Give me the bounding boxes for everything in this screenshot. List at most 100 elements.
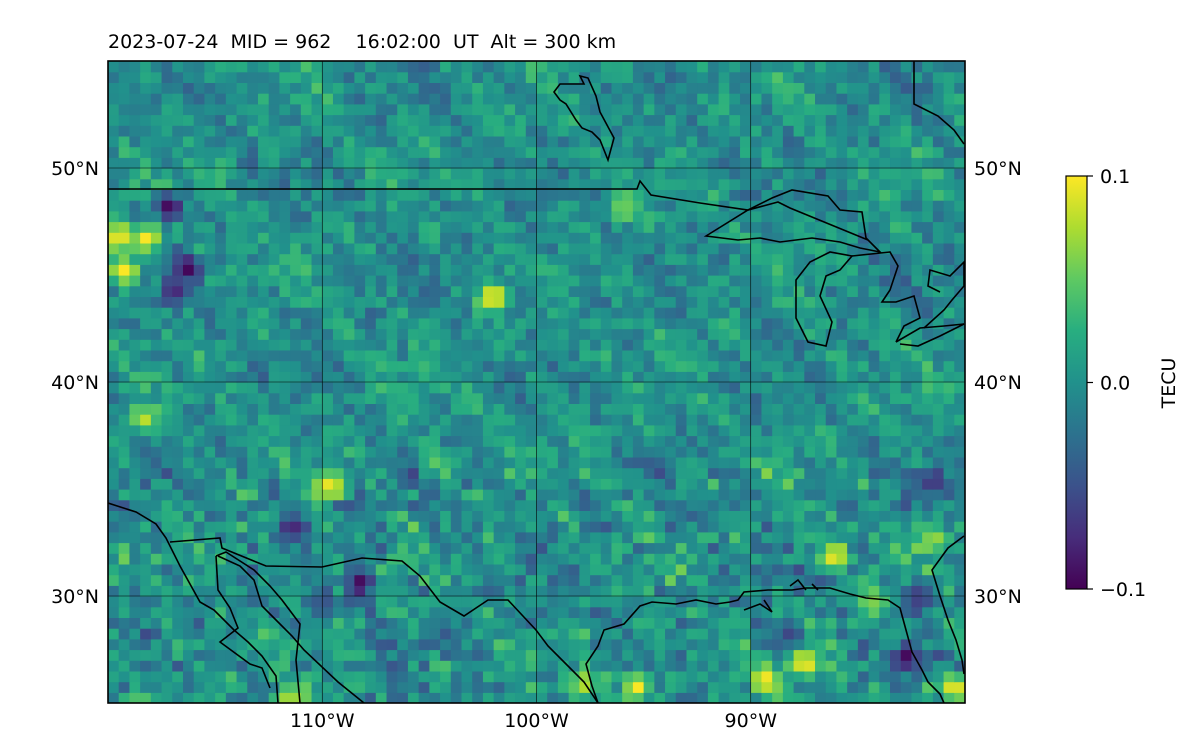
tec-cell xyxy=(665,328,677,340)
tec-cell xyxy=(354,135,366,148)
tec-cell xyxy=(632,93,645,105)
tec-cell xyxy=(365,489,377,501)
tec-cell xyxy=(375,371,388,383)
tec-cell xyxy=(750,328,763,340)
tec-cell xyxy=(225,264,238,276)
tec-cell xyxy=(697,574,709,586)
tec-cell xyxy=(118,232,131,244)
tec-cell xyxy=(536,296,548,308)
tec-cell xyxy=(857,296,870,308)
tec-cell xyxy=(932,553,945,565)
tec-cell xyxy=(365,135,377,148)
tec-cell xyxy=(472,574,484,586)
tec-cell xyxy=(225,435,238,447)
tec-cell xyxy=(900,275,913,287)
tec-cell xyxy=(365,168,377,180)
tec-cell xyxy=(825,638,838,651)
tec-cell xyxy=(450,146,463,158)
tec-cell xyxy=(343,168,355,180)
tec-cell xyxy=(879,414,891,426)
tec-cell xyxy=(836,467,848,479)
tec-cell xyxy=(900,178,913,190)
tec-cell xyxy=(332,157,345,169)
tec-cell xyxy=(236,617,248,629)
tec-cell xyxy=(311,200,323,212)
tec-cell xyxy=(793,606,805,618)
tec-cell xyxy=(407,692,420,703)
tec-cell xyxy=(375,71,388,83)
tec-cell xyxy=(568,232,580,244)
tec-cell xyxy=(547,467,559,479)
tec-cell xyxy=(654,296,666,308)
tec-cell xyxy=(675,670,688,683)
tec-cell xyxy=(890,403,902,415)
tec-cell xyxy=(600,649,613,661)
tec-cell xyxy=(525,71,538,83)
tec-cell xyxy=(525,371,538,383)
tec-cell xyxy=(365,253,377,265)
tec-cell xyxy=(847,510,859,522)
tec-cell xyxy=(857,403,870,415)
tec-cell xyxy=(547,71,559,83)
tec-cell xyxy=(215,660,227,672)
tec-cell xyxy=(643,531,655,544)
tec-cell xyxy=(568,424,580,437)
tec-cell xyxy=(215,467,227,479)
tec-cell xyxy=(247,628,259,640)
tec-cell xyxy=(440,307,452,319)
tec-cell xyxy=(429,61,441,73)
tec-cell xyxy=(600,563,613,576)
tec-cell xyxy=(675,563,688,576)
tec-cell xyxy=(825,146,838,158)
tec-cell xyxy=(954,382,965,394)
tec-cell xyxy=(429,670,441,683)
tec-cell xyxy=(161,435,173,447)
tec-cell xyxy=(225,670,238,683)
tec-cell xyxy=(890,178,902,190)
tec-cell xyxy=(761,574,773,586)
tec-cell xyxy=(450,71,463,83)
tec-cell xyxy=(890,424,902,437)
tec-cell xyxy=(450,360,463,372)
tec-cell xyxy=(547,93,559,105)
tec-cell xyxy=(954,563,965,576)
tec-cell xyxy=(622,403,634,415)
tec-cell xyxy=(868,478,880,490)
tec-cell xyxy=(429,424,441,437)
tec-cell xyxy=(407,264,420,276)
tec-cell xyxy=(418,264,430,276)
tec-cell xyxy=(225,617,238,629)
tec-cell xyxy=(825,285,838,297)
tec-cell xyxy=(568,200,580,212)
tec-cell xyxy=(118,221,131,233)
tec-cell xyxy=(761,660,773,672)
tec-cell xyxy=(193,531,206,544)
tec-cell xyxy=(857,414,870,426)
tec-cell xyxy=(365,232,377,244)
tec-cell xyxy=(622,93,634,105)
tec-cell xyxy=(407,178,420,190)
tec-cell xyxy=(365,328,377,340)
tec-cell xyxy=(311,585,323,597)
tec-cell xyxy=(429,510,441,522)
tec-cell xyxy=(782,606,795,618)
tec-cell xyxy=(675,531,688,544)
tec-cell xyxy=(150,275,163,287)
tec-cell xyxy=(557,200,570,212)
tec-cell xyxy=(182,617,195,629)
tec-cell xyxy=(590,478,602,490)
tec-cell xyxy=(354,585,366,597)
tec-cell xyxy=(193,264,206,276)
tec-cell xyxy=(343,414,355,426)
tec-cell xyxy=(140,692,152,703)
tec-cell xyxy=(686,221,698,233)
tec-cell xyxy=(332,617,345,629)
tec-cell xyxy=(450,200,463,212)
tec-cell xyxy=(804,467,816,479)
tec-cell xyxy=(482,414,495,426)
tec-cell xyxy=(172,563,184,576)
tec-cell xyxy=(300,628,313,640)
tec-cell xyxy=(525,168,538,180)
tec-cell xyxy=(697,264,709,276)
tec-cell xyxy=(493,242,505,255)
